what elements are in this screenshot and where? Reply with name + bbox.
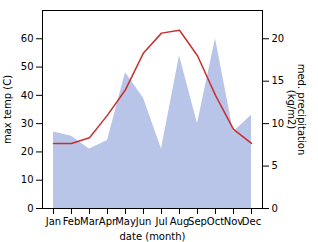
svg-text:60: 60 — [21, 33, 34, 44]
svg-text:Dec: Dec — [242, 216, 261, 227]
svg-text:date (month): date (month) — [120, 231, 186, 242]
svg-text:5: 5 — [272, 160, 278, 171]
svg-text:Oct: Oct — [207, 216, 224, 227]
svg-text:15: 15 — [272, 75, 285, 86]
svg-text:10: 10 — [272, 118, 285, 129]
svg-text:30: 30 — [21, 118, 34, 129]
svg-text:May: May — [115, 216, 136, 227]
svg-text:Sep: Sep — [188, 216, 207, 227]
svg-text:Feb: Feb — [63, 216, 81, 227]
svg-text:Mar: Mar — [80, 216, 100, 227]
svg-text:0: 0 — [27, 203, 33, 214]
svg-text:Jun: Jun — [135, 216, 152, 227]
svg-text:Apr: Apr — [98, 215, 117, 227]
svg-text:max temp (C): max temp (C) — [2, 75, 13, 144]
svg-text:Aug: Aug — [170, 216, 190, 227]
svg-text:Jul: Jul — [154, 216, 167, 227]
svg-text:20: 20 — [272, 33, 285, 44]
svg-text:10: 10 — [21, 174, 34, 185]
svg-text:0: 0 — [272, 203, 278, 214]
svg-text:Jan: Jan — [45, 216, 61, 227]
svg-text:med. precipitation(kg/m2): med. precipitation(kg/m2) — [286, 64, 307, 156]
svg-text:20: 20 — [21, 146, 34, 157]
svg-text:50: 50 — [21, 61, 34, 72]
svg-text:40: 40 — [21, 90, 34, 101]
svg-text:Nov: Nov — [224, 216, 244, 227]
